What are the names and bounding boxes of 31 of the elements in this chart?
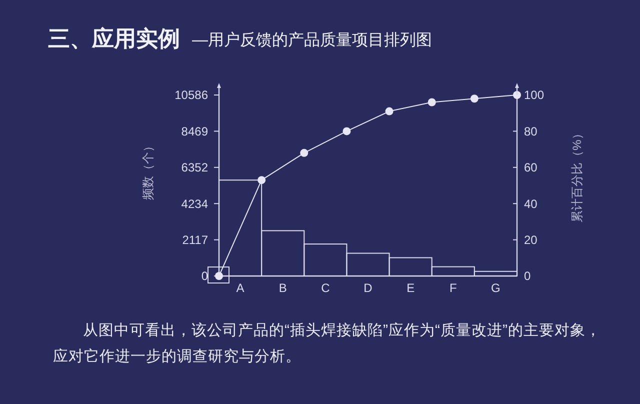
y2-tick-label: 60 (524, 160, 538, 175)
x-tick-label: D (364, 281, 373, 295)
y2-tick-label: 0 (524, 269, 531, 284)
chart-subtitle: —用户反馈的产品质量项目排列图 (192, 31, 432, 49)
y2-axis-title: 累计百分比（%） (570, 128, 584, 222)
y-tick-label: 2117 (182, 233, 208, 248)
point (470, 94, 478, 103)
y2-tick-label: 100 (524, 88, 544, 102)
x-tick-label: C (321, 281, 330, 295)
point (385, 107, 394, 116)
y-tick-label: 8469 (181, 124, 208, 138)
y2-tick-label: 80 (524, 124, 538, 138)
y-tick-label: 6352 (181, 160, 208, 175)
point (342, 127, 351, 136)
y-tick-label: 0 (201, 269, 208, 284)
point (300, 148, 308, 157)
y2-tick-label: 40 (524, 196, 538, 211)
x-tick-label: B (278, 281, 287, 295)
y-tick-label: 10586 (174, 88, 208, 102)
point (258, 176, 266, 184)
y2-tick-label: 20 (524, 233, 538, 247)
x-tick-label: A (236, 281, 244, 295)
point (428, 98, 436, 106)
x-tick-label: G (491, 281, 500, 295)
x-tick-label: E (406, 281, 415, 295)
x-tick-label: F (449, 281, 457, 295)
chart-title: 三、应用实例 (48, 26, 180, 51)
point (513, 91, 521, 99)
y-tick-label: 4234 (181, 196, 208, 211)
y-axis-title: 频数（个） (141, 140, 155, 200)
text: 从图中可看出，该公司产品的“插头焊接缺陷”应作为“质量改进”的主要对象，应对它作进一步的调查研究与分析。 (53, 322, 601, 365)
